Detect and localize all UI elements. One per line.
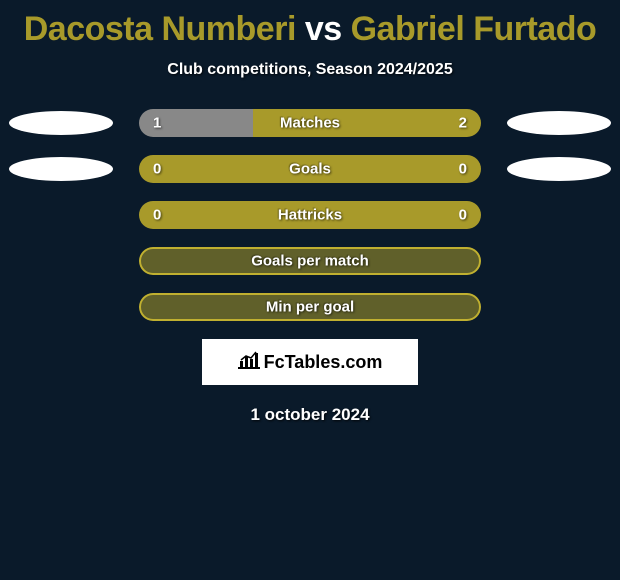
player1-badge (9, 111, 113, 135)
stat-label: Goals per match (139, 253, 481, 270)
stats-rows: 12Matches 00Goals 00Hattricks Goals per mat… (0, 109, 620, 321)
player2-name: Gabriel Furtado (351, 10, 597, 48)
stat-row: Min per goal (0, 293, 620, 321)
stat-bar: 00Hattricks (139, 201, 481, 229)
stat-row: Goals per match (0, 247, 620, 275)
logo-text: FcTables.com (264, 352, 383, 373)
stat-row: 12Matches (0, 109, 620, 137)
player2-badge (507, 111, 611, 135)
player2-badge (507, 157, 611, 181)
stat-row: 00Goals (0, 155, 620, 183)
stat-row: 00Hattricks (0, 201, 620, 229)
stat-label: Hattricks (139, 207, 481, 224)
vs-separator: vs (296, 10, 351, 48)
player1-badge (9, 157, 113, 181)
stat-label: Goals (139, 161, 481, 178)
snapshot-date: 1 october 2024 (0, 405, 620, 425)
chart-icon (238, 351, 260, 374)
player1-name: Dacosta Numberi (24, 10, 296, 48)
stat-label: Matches (139, 115, 481, 132)
season-subtitle: Club competitions, Season 2024/2025 (0, 61, 620, 79)
stat-bar: Goals per match (139, 247, 481, 275)
stat-bar: Min per goal (139, 293, 481, 321)
stat-bar: 12Matches (139, 109, 481, 137)
stat-label: Min per goal (139, 299, 481, 316)
comparison-title: Dacosta Numberi vs Gabriel Furtado (0, 0, 620, 49)
fctables-logo: FcTables.com (202, 339, 418, 385)
stat-bar: 00Goals (139, 155, 481, 183)
